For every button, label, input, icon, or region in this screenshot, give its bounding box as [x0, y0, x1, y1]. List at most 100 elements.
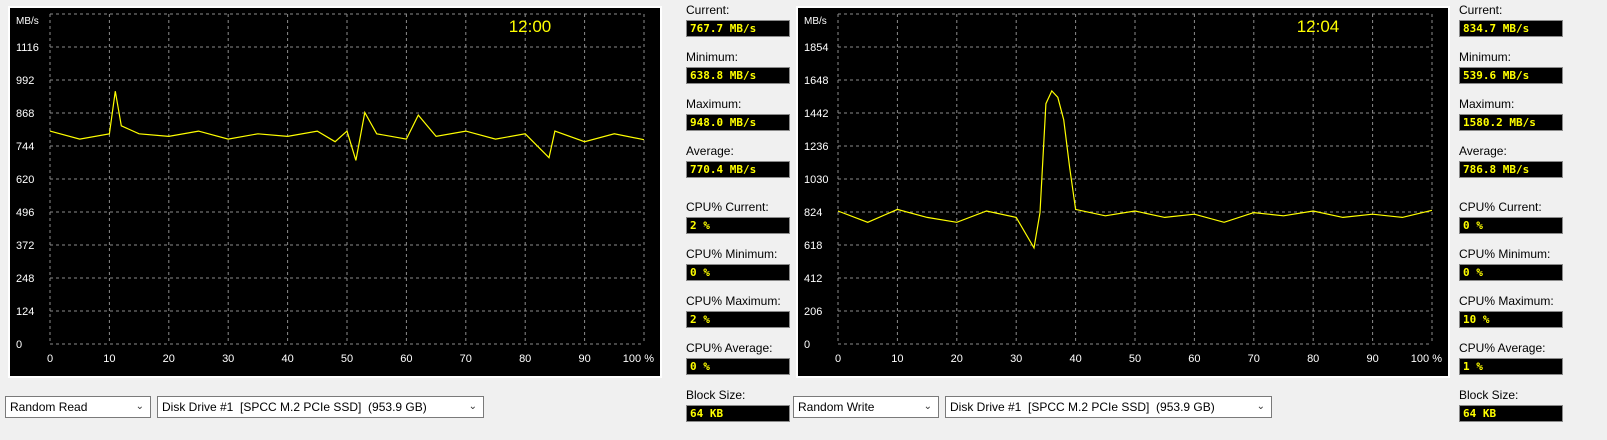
x-tick-label: 40: [281, 353, 293, 365]
cpu-current-value: 2 %: [686, 217, 790, 234]
x-tick-label: 70: [1248, 353, 1260, 365]
x-tick-label: 60: [1188, 353, 1200, 365]
minimum-label: Minimum:: [686, 50, 739, 64]
x-tick-label: 30: [1010, 353, 1022, 365]
block-size-value: 64 KB: [1459, 405, 1563, 422]
average-label: Average:: [1459, 144, 1507, 158]
x-tick-label: 20: [951, 353, 963, 365]
y-tick-label: 248: [16, 273, 34, 285]
current-value: 834.7 MB/s: [1459, 20, 1563, 37]
x-tick-label: 50: [1129, 353, 1141, 365]
cpu-current-value: 0 %: [1459, 217, 1563, 234]
maximum-value: 948.0 MB/s: [686, 114, 790, 131]
block-size-value: 64 KB: [686, 405, 790, 422]
y-tick-label: 1116: [16, 42, 39, 54]
chevron-down-icon: ⌄: [468, 401, 477, 412]
x-tick-label: 0: [835, 353, 841, 365]
cpu-average-value: 1 %: [1459, 358, 1563, 375]
y-tick-label: 0: [16, 339, 22, 351]
cpu-average-label: CPU% Average:: [686, 341, 773, 355]
test-type-select[interactable]: Random Read ⌄: [5, 396, 151, 418]
y-tick-label: 1854: [804, 42, 828, 54]
cpu-minimum-value: 0 %: [686, 264, 790, 281]
minimum-label: Minimum:: [1459, 50, 1512, 64]
y-tick-label: 744: [16, 141, 34, 153]
drive-select[interactable]: Disk Drive #1 [SPCC M.2 PCIe SSD] (953.9…: [157, 396, 484, 418]
y-tick-label: 0: [804, 339, 810, 351]
time-label: 12:04: [1297, 17, 1340, 36]
y-tick-label: 372: [16, 240, 34, 252]
maximum-label: Maximum:: [686, 97, 742, 111]
test-type-select[interactable]: Random Write ⌄: [793, 396, 939, 418]
y-tick-label: 1442: [804, 108, 828, 120]
y-tick-label: 124: [16, 306, 34, 318]
x-tick-label: 40: [1069, 353, 1081, 365]
average-label: Average:: [686, 144, 734, 158]
time-label: 12:00: [509, 17, 552, 36]
cpu-maximum-label: CPU% Maximum:: [1459, 294, 1554, 308]
throughput-chart: 0 124 248 372 496 620 744 868 992 1116 0 10 20 30 40 50…: [10, 8, 660, 376]
cpu-minimum-label: CPU% Minimum:: [686, 247, 778, 261]
drive-select[interactable]: Disk Drive #1 [SPCC M.2 PCIe SSD] (953.9…: [945, 396, 1272, 418]
maximum-value: 1580.2 MB/s: [1459, 114, 1563, 131]
throughput-chart: 0 206 412 618 824 1030 1236 1442 1648 1854 0 10 20 30…: [798, 8, 1448, 376]
block-size-label: Block Size:: [686, 388, 746, 402]
cpu-current-label: CPU% Current:: [1459, 200, 1542, 214]
x-tick-label: 70: [460, 353, 472, 365]
y-tick-label: 1030: [804, 174, 828, 186]
y-axis-label: MB/s: [16, 16, 39, 27]
cpu-maximum-value: 10 %: [1459, 311, 1563, 328]
x-tick-label: 10: [103, 353, 115, 365]
minimum-value: 638.8 MB/s: [686, 67, 790, 84]
drive-value: Disk Drive #1 [SPCC M.2 PCIe SSD] (953.9…: [950, 400, 1215, 414]
benchmark-panel-read: 0 124 248 372 496 620 744 868 992 1116 0 10 20 30 40 50…: [0, 0, 800, 440]
chart-frame: 0 124 248 372 496 620 744 868 992 1116 0 10 20 30 40 50…: [8, 6, 662, 378]
chevron-down-icon: ⌄: [135, 401, 144, 412]
x-tick-label: 0: [47, 353, 53, 365]
x-tick-label: 30: [222, 353, 234, 365]
y-tick-label: 496: [16, 207, 34, 219]
benchmark-panel-write: 0 206 412 618 824 1030 1236 1442 1648 1854 0 10 20 30…: [793, 0, 1607, 440]
chart-background: [10, 8, 660, 376]
cpu-maximum-label: CPU% Maximum:: [686, 294, 781, 308]
current-value: 767.7 MB/s: [686, 20, 790, 37]
x-tick-label: 10: [891, 353, 903, 365]
y-tick-label: 824: [804, 207, 822, 219]
throughput-series-line: [49, 91, 645, 161]
x-tick-label: 90: [1366, 353, 1378, 365]
x-tick-label: 60: [400, 353, 412, 365]
y-tick-label: 412: [804, 273, 822, 285]
cpu-average-value: 0 %: [686, 358, 790, 375]
chevron-down-icon: ⌄: [923, 401, 932, 412]
test-type-value: Random Read: [10, 400, 88, 414]
block-size-label: Block Size:: [1459, 388, 1519, 402]
minimum-value: 539.6 MB/s: [1459, 67, 1563, 84]
y-tick-label: 1648: [804, 75, 828, 87]
x-tick-label: 50: [341, 353, 353, 365]
current-label: Current:: [686, 3, 730, 17]
current-label: Current:: [1459, 3, 1503, 17]
chart-background: [798, 8, 1448, 376]
y-tick-label: 620: [16, 174, 34, 186]
chart-frame: 0 206 412 618 824 1030 1236 1442 1648 1854 0 10 20 30…: [796, 6, 1450, 378]
maximum-label: Maximum:: [1459, 97, 1515, 111]
y-axis-label: MB/s: [804, 16, 827, 27]
y-tick-label: 1236: [804, 141, 828, 153]
drive-value: Disk Drive #1 [SPCC M.2 PCIe SSD] (953.9…: [162, 400, 427, 414]
x-tick-label: 100 %: [1411, 353, 1442, 365]
x-tick-label: 100 %: [623, 353, 654, 365]
average-value: 770.4 MB/s: [686, 161, 790, 178]
y-tick-label: 992: [16, 75, 34, 87]
average-value: 786.8 MB/s: [1459, 161, 1563, 178]
throughput-series-line: [837, 89, 1433, 250]
x-tick-label: 90: [578, 353, 590, 365]
cpu-average-label: CPU% Average:: [1459, 341, 1546, 355]
cpu-current-label: CPU% Current:: [686, 200, 769, 214]
cpu-maximum-value: 2 %: [686, 311, 790, 328]
cpu-minimum-label: CPU% Minimum:: [1459, 247, 1551, 261]
y-tick-label: 618: [804, 240, 822, 252]
x-tick-label: 80: [519, 353, 531, 365]
x-tick-label: 80: [1307, 353, 1319, 365]
cpu-minimum-value: 0 %: [1459, 264, 1563, 281]
x-tick-label: 20: [163, 353, 175, 365]
